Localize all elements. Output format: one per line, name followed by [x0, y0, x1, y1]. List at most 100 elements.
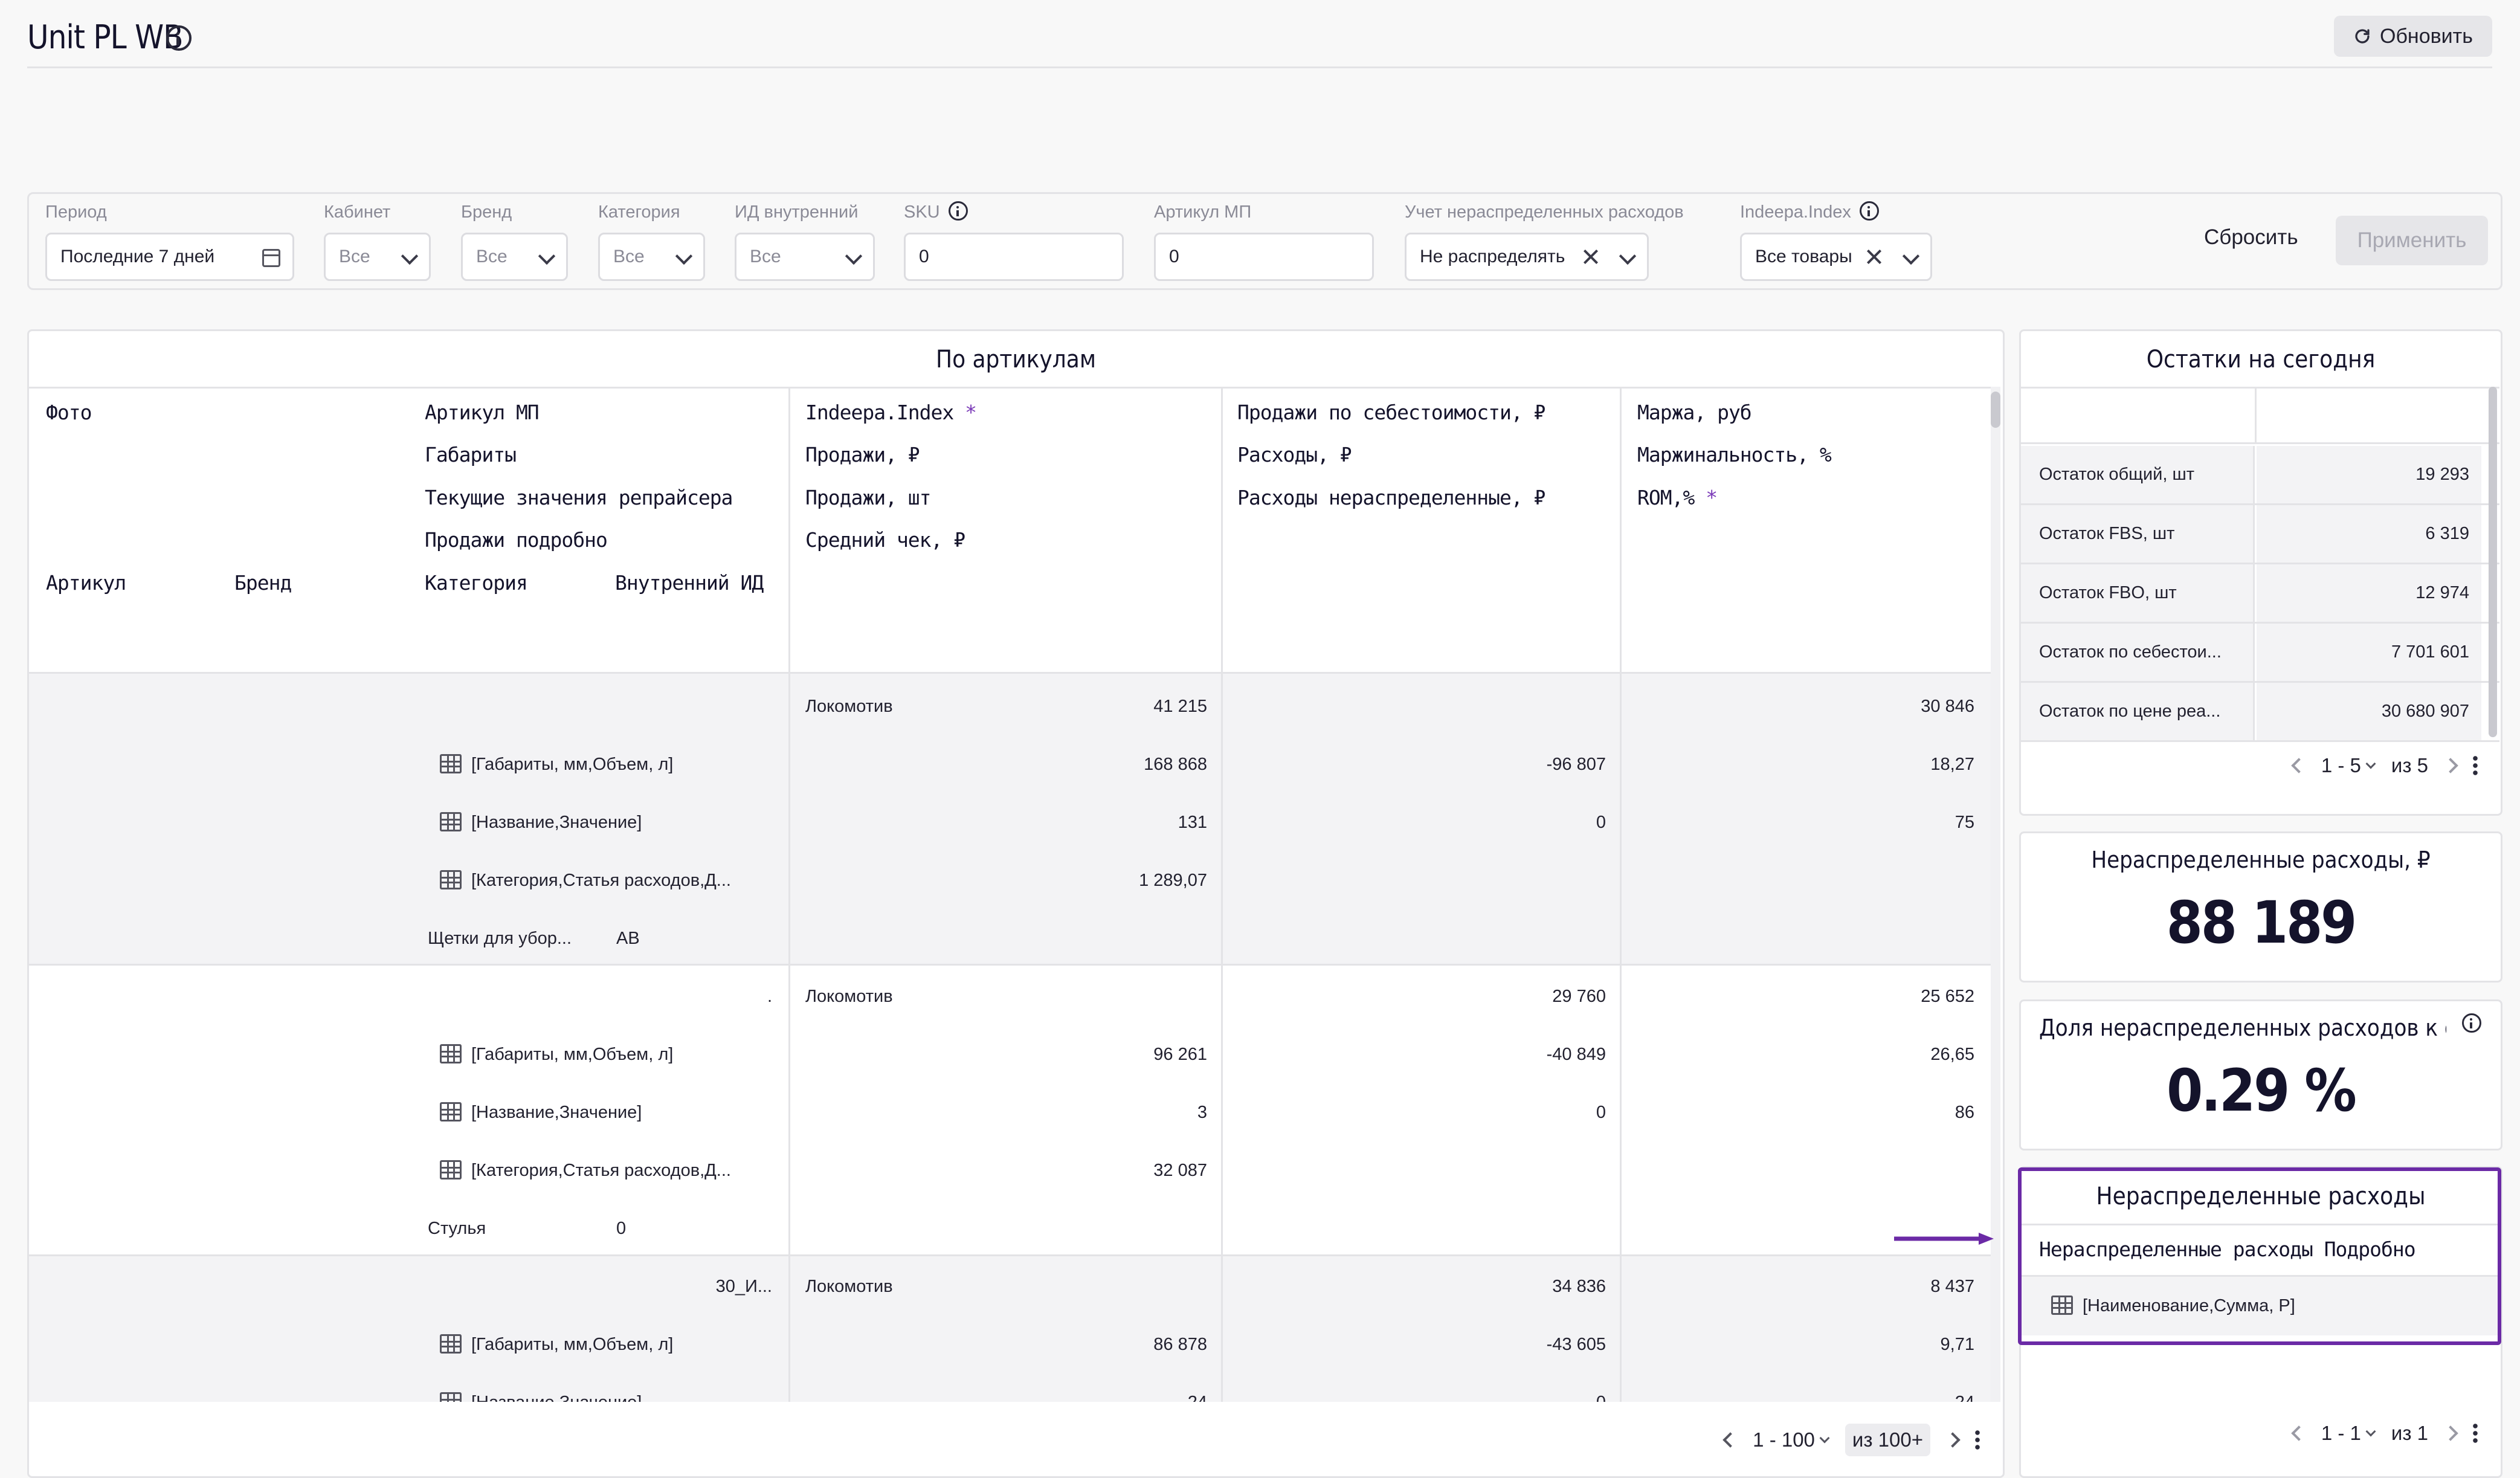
chevron-down-icon — [2365, 758, 2376, 769]
cell-dims[interactable]: [Габариты, мм,Объем, л] — [440, 1334, 673, 1355]
table-row[interactable]: [Наименование,Сумма, Р] — [2021, 1275, 2501, 1335]
chevron-down-icon — [1619, 247, 1637, 265]
page-range: 1 - 100 — [1753, 1428, 1815, 1451]
info-icon[interactable] — [948, 201, 968, 221]
sku-input[interactable]: 0 — [904, 233, 1124, 281]
table-row[interactable] — [29, 674, 1993, 964]
cell-expenses: -40 849 — [1546, 1045, 1606, 1064]
header-article[interactable]: Артикул — [46, 571, 126, 595]
table-row[interactable] — [29, 966, 1993, 1254]
page-total: из 1 — [2391, 1422, 2428, 1444]
unallocated-column-header[interactable]: Нераспределенные расходы Подробно — [2021, 1224, 2501, 1273]
prev-page-icon[interactable] — [2291, 758, 2307, 773]
header-rom[interactable]: ROM,% * — [1637, 486, 1718, 509]
reset-button[interactable]: Сбросить — [2204, 225, 2298, 249]
header-internal-id[interactable]: Внутренний ИД — [615, 571, 764, 595]
cell-repricer[interactable]: [Название,Значение] — [440, 812, 642, 833]
more-options-icon[interactable] — [2473, 1422, 2478, 1444]
cell-dims[interactable]: [Габариты, мм,Объем, л] — [440, 1044, 674, 1065]
page-range-select[interactable]: 1 - 1 — [2321, 1422, 2376, 1445]
header-sales-qty[interactable]: Продажи, шт — [805, 486, 932, 509]
cell-dims[interactable]: [Габариты, мм,Объем, л] — [440, 754, 673, 775]
cell-expenses: -96 807 — [1546, 755, 1606, 774]
more-options-icon[interactable] — [1975, 1429, 1980, 1451]
table-scrollbar[interactable] — [1991, 387, 2000, 1402]
header-avg-check[interactable]: Средний чек, ₽ — [805, 528, 965, 552]
table-row[interactable]: Остаток общий, шт 19 293 — [2021, 446, 2499, 505]
chevron-down-icon — [845, 247, 863, 265]
header-dimensions[interactable]: Габариты — [425, 443, 517, 466]
header-brand[interactable]: Бренд — [234, 571, 292, 595]
table-row[interactable]: Остаток FBS, шт 6 319 — [2021, 505, 2499, 564]
header-sales-rub[interactable]: Продажи, ₽ — [805, 443, 920, 466]
cell-article-mp[interactable]: . — [767, 987, 772, 1006]
header-photo[interactable]: Фото — [46, 401, 92, 424]
next-page-icon[interactable] — [2443, 1425, 2458, 1441]
kpi-share-value: 0.29 % — [2167, 1057, 2357, 1125]
header-expenses[interactable]: Расходы, ₽ — [1237, 443, 1352, 466]
table-row[interactable] — [29, 1256, 1993, 1402]
dims-text: [Габариты, мм,Объем, л] — [471, 1045, 674, 1064]
table-icon — [2051, 1295, 2073, 1315]
page-range-select[interactable]: 1 - 5 — [2321, 754, 2376, 777]
clear-icon[interactable] — [1582, 248, 1600, 266]
cell-sales-detail[interactable]: [Категория,Статья расходов,Д... — [440, 1160, 731, 1181]
calendar-icon — [262, 249, 280, 267]
prev-page-icon[interactable] — [2291, 1425, 2307, 1441]
cell-article-mp[interactable]: 30_И... — [715, 1277, 772, 1296]
stock-title: Остатки на сегодня — [2146, 346, 2376, 373]
page-range-select[interactable]: 1 - 100 — [1753, 1428, 1830, 1451]
article-mp-input[interactable]: 0 — [1154, 233, 1374, 281]
table-scroll-thumb[interactable] — [1991, 392, 2000, 428]
more-options-icon[interactable] — [2473, 755, 2478, 776]
header-sales-cost[interactable]: Продажи по себестоимости, ₽ — [1237, 401, 1545, 424]
info-icon[interactable] — [2462, 1013, 2481, 1033]
indeepa-select[interactable]: Все товары — [1740, 233, 1932, 281]
header-margin-rub[interactable]: Маржа, руб — [1637, 401, 1752, 424]
cell-repricer[interactable]: [Название,Значение] — [440, 1392, 642, 1402]
page-total: из 5 — [2391, 754, 2428, 776]
page-range: 1 - 1 — [2321, 1422, 2361, 1444]
stock-table: Остаток общий, шт 19 293 Остаток FBS, шт… — [2021, 387, 2499, 742]
next-page-icon[interactable] — [2443, 758, 2458, 773]
next-page-icon[interactable] — [1945, 1432, 1961, 1448]
header-article-mp[interactable]: Артикул МП — [425, 401, 540, 424]
header-sales-detail[interactable]: Продажи подробно — [425, 528, 608, 552]
cell-expenses-unalloc: 0 — [1596, 1103, 1606, 1122]
unallocated-panel: Нераспределенные расходы Нераспределенны… — [2018, 1166, 2502, 1478]
info-icon[interactable] — [1859, 201, 1879, 221]
stock-value: 12 974 — [2257, 564, 2481, 622]
cell-repricer[interactable]: [Название,Значение] — [440, 1102, 642, 1123]
article-mp-value: 0 — [1169, 247, 1179, 266]
header-repricer[interactable]: Текущие значения репрайсера — [425, 486, 733, 509]
stock-label: Остаток по себестои... — [2021, 624, 2255, 681]
period-select[interactable]: Последние 7 дней — [45, 233, 294, 281]
cabinet-select[interactable]: Все — [324, 233, 431, 281]
brand-select[interactable]: Все — [461, 233, 568, 281]
header-rom-text: ROM,% — [1637, 486, 1695, 509]
prev-page-icon[interactable] — [1722, 1432, 1738, 1448]
table-row[interactable]: Остаток FBO, шт 12 974 — [2021, 564, 2499, 624]
header-indeepa[interactable]: Indeepa.Index * — [805, 401, 977, 424]
unallocated-select[interactable]: Не распределять — [1405, 233, 1649, 281]
sku-value: 0 — [919, 247, 929, 266]
header-category[interactable]: Категория — [425, 571, 528, 595]
filter-sku-label: SKU — [904, 201, 968, 222]
table-row[interactable]: Остаток по цене реа... 30 680 907 — [2021, 683, 2499, 742]
clear-icon[interactable] — [1865, 248, 1883, 266]
refresh-button[interactable]: Обновить — [2334, 16, 2492, 57]
stock-scroll-thumb[interactable] — [2489, 387, 2497, 737]
internal-id-select[interactable]: Все — [735, 233, 875, 281]
required-star: * — [965, 401, 977, 424]
chevron-down-icon — [1819, 1433, 1830, 1444]
info-icon[interactable] — [166, 25, 192, 51]
header-margin-pct[interactable]: Маржинальность, % — [1637, 443, 1832, 466]
table-icon — [440, 1334, 462, 1354]
cell-sales-cost: 34 836 — [1552, 1277, 1606, 1296]
cell-sales-detail[interactable]: [Категория,Статья расходов,Д... — [440, 870, 731, 891]
brand-value: Все — [476, 247, 508, 266]
category-select[interactable]: Все — [598, 233, 705, 281]
header-expenses-unalloc[interactable]: Расходы нераспределенные, ₽ — [1237, 486, 1545, 509]
apply-button[interactable]: Применить — [2336, 216, 2488, 265]
table-row[interactable]: Остаток по себестои... 7 701 601 — [2021, 624, 2499, 683]
